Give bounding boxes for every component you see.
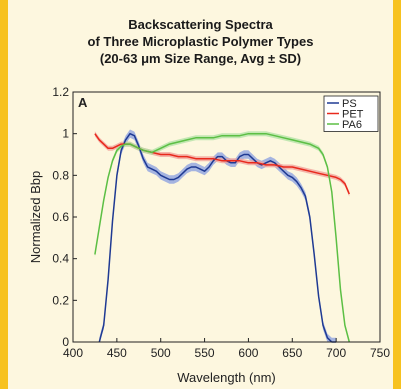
series-lines: [94, 132, 351, 343]
series-line-pet: [94, 133, 350, 195]
legend-label-pa6: PA6: [342, 119, 362, 131]
legend-label-pet: PET: [342, 109, 364, 121]
series-line-ps: [98, 132, 337, 343]
y-tick-label: 0.8: [52, 168, 69, 182]
x-axis: 400 450 500 550 600 650 700 750: [63, 338, 390, 360]
x-axis-title: Wavelength (nm): [177, 370, 276, 385]
panel-label: A: [78, 95, 88, 110]
x-tick-label: 600: [238, 346, 258, 360]
x-tick-label: 450: [107, 346, 127, 360]
x-tick-label: 400: [63, 346, 83, 360]
y-axis: 0 0.2 0.4 0.6 0.8 1 1.2: [52, 85, 77, 349]
x-tick-label: 550: [195, 346, 215, 360]
y-tick-label: 0.6: [52, 210, 69, 224]
legend-label-ps: PS: [342, 98, 357, 110]
y-tick-label: 0.2: [52, 293, 69, 307]
chart-title-line-2: of Three Microplastic Polymer Types: [87, 34, 314, 49]
y-tick-label: 1.2: [52, 85, 69, 99]
sd-band-pet: [94, 131, 350, 197]
x-tick-label: 750: [370, 346, 390, 360]
y-tick-label: 0.4: [52, 252, 69, 266]
chart-panel: [8, 0, 393, 389]
y-tick-label: 0: [62, 335, 69, 349]
x-tick-label: 650: [282, 346, 302, 360]
x-tick-label: 700: [326, 346, 346, 360]
y-tick-label: 1: [62, 127, 69, 141]
chart-title-line-1: Backscattering Spectra: [128, 17, 273, 32]
y-axis-title: Normalized Bbp: [28, 171, 43, 264]
x-tick-label: 500: [151, 346, 171, 360]
chart-title-line-3: (20-63 μm Size Range, Avg ± SD): [99, 51, 302, 66]
series-line-pa6: [94, 132, 351, 343]
